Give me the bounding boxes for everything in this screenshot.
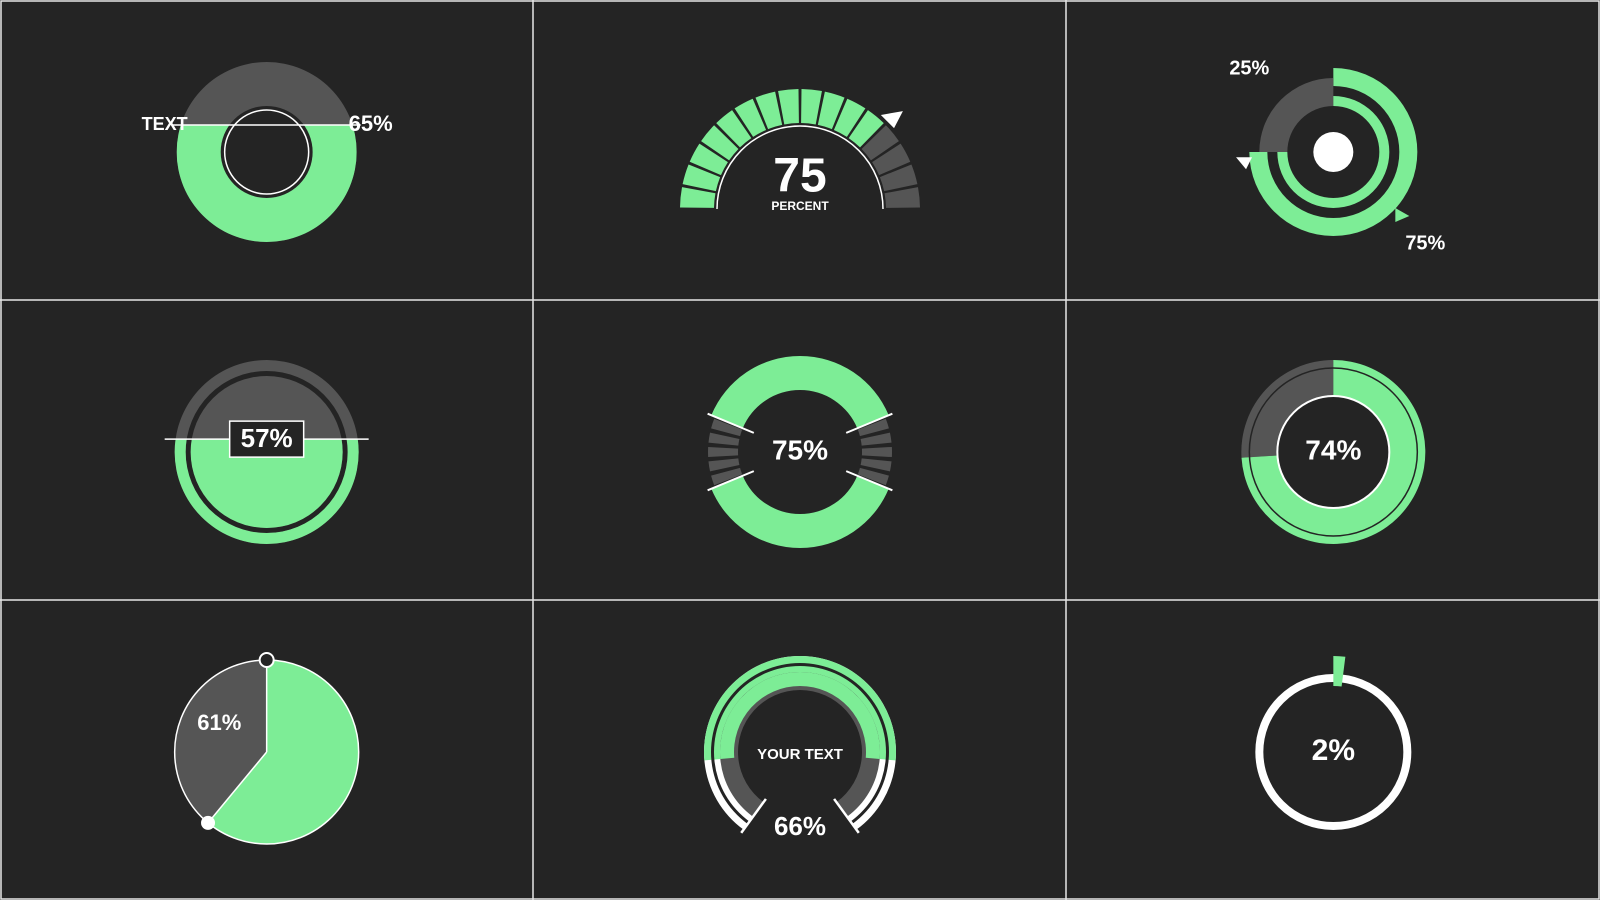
inner-outline <box>223 109 310 195</box>
label-box <box>228 420 305 458</box>
label: YOUR TEXT <box>757 746 843 763</box>
value-label: 61% <box>197 710 241 735</box>
gauge-segment-filled <box>801 89 822 125</box>
gauge-segment-filled <box>682 164 721 192</box>
gauge-segment-filled <box>716 110 752 148</box>
gauge-segment-filled <box>734 98 767 137</box>
gauge-segment <box>884 187 920 208</box>
inner-outline <box>1276 395 1391 509</box>
label: TEXT <box>142 114 188 134</box>
pointer <box>880 111 903 129</box>
value-label: 75% <box>1405 232 1445 254</box>
marker <box>1395 208 1410 222</box>
value: 75 <box>773 150 826 203</box>
value-label: 57% <box>241 423 293 453</box>
gauge-segment-filled <box>778 89 799 125</box>
value-label: 74% <box>1305 434 1361 465</box>
disc-fill <box>190 439 343 528</box>
marker <box>1236 157 1253 170</box>
ring-line <box>1248 367 1419 537</box>
gray-segment <box>861 446 892 458</box>
value-label: 75% <box>772 434 828 465</box>
edge <box>207 751 268 824</box>
gray-segment <box>711 418 743 437</box>
gauge-segment <box>861 125 899 161</box>
gray-arc <box>1259 78 1334 152</box>
gray-segment <box>860 432 892 446</box>
value-label: 65% <box>349 111 393 136</box>
gauge-segment-filled <box>689 143 728 176</box>
ring-fill <box>711 475 889 549</box>
gauge-segment <box>872 143 911 176</box>
gauge-segment-filled <box>755 91 783 130</box>
end-tick <box>833 798 860 834</box>
gauge-segment-filled <box>817 91 845 130</box>
tick <box>845 470 893 492</box>
gauge-segment-filled <box>680 187 716 208</box>
gray-segment <box>708 458 740 472</box>
center-dot <box>1313 132 1354 172</box>
gray-segment <box>857 418 889 437</box>
handle <box>258 652 275 668</box>
value-label: 66% <box>774 811 826 841</box>
pie-slice <box>208 660 359 844</box>
ring-fill <box>1241 360 1426 544</box>
pie-rest <box>174 660 267 823</box>
gray-segment <box>857 467 889 486</box>
gray-segment <box>711 467 743 486</box>
value-label: 2% <box>1312 734 1355 767</box>
gauge-segment-filled <box>833 98 866 137</box>
ring-fill <box>711 355 889 429</box>
tick <box>845 412 893 434</box>
gauge-segment-filled <box>701 125 739 161</box>
value-label: 25% <box>1229 57 1269 79</box>
subtitle: PERCENT <box>771 199 829 213</box>
ring-track <box>1241 360 1334 458</box>
tick <box>707 412 755 434</box>
progress-mark <box>1333 656 1346 687</box>
gray-segment <box>708 432 740 446</box>
end-tick <box>740 798 767 834</box>
gauge-segment <box>879 164 918 192</box>
ring-fill <box>176 125 357 242</box>
inner-fill <box>720 671 881 760</box>
tick <box>707 470 755 492</box>
handle <box>201 815 216 830</box>
gray-segment <box>860 458 892 472</box>
inner-arc <box>716 125 884 210</box>
arc-fill <box>704 656 896 761</box>
gray-segment <box>707 446 739 458</box>
gauge-segment-filled <box>848 110 884 148</box>
